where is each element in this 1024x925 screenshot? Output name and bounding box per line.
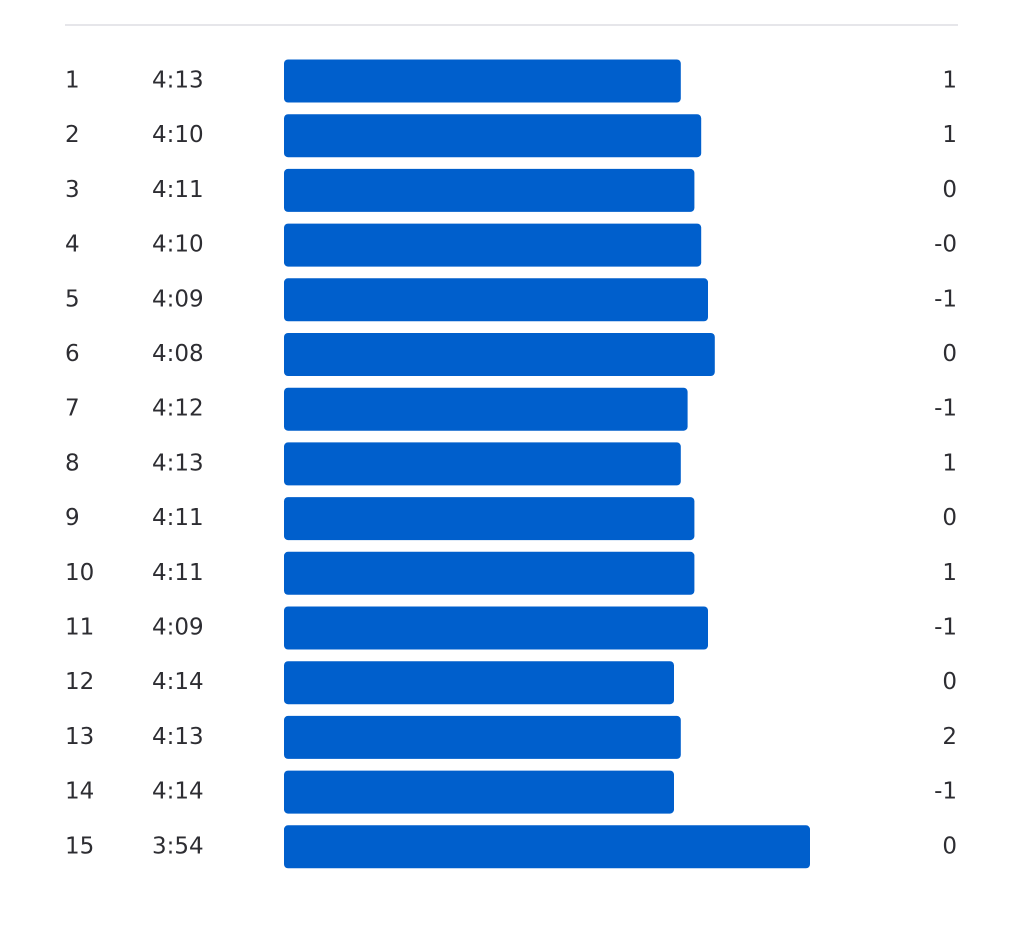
split-pace: 4:11 [152,177,204,203]
pace-bar [284,661,674,705]
split-number: 3 [65,177,80,203]
split-elevation: 0 [942,341,957,367]
pace-bar [284,114,702,158]
split-elevation: 1 [942,450,957,476]
split-number: 6 [65,341,80,367]
split-pace: 4:13 [152,68,204,94]
split-elevation: 0 [942,177,957,203]
split-pace: 4:11 [152,560,204,586]
split-elevation: -0 [934,232,957,258]
split-pace: 4:09 [152,615,204,641]
split-pace: 4:10 [152,232,204,258]
split-pace: 4:11 [152,505,204,531]
split-elevation: -1 [934,396,957,422]
pace-bar [284,825,810,869]
pace-bar [284,551,695,595]
split-pace: 4:08 [152,341,204,367]
split-pace: 4:13 [152,724,204,750]
split-pace: 4:13 [152,450,204,476]
pace-bar [284,770,674,814]
split-number: 12 [65,669,94,695]
pace-bar [284,333,715,376]
split-number: 14 [65,779,94,805]
pace-bar [284,606,708,650]
split-number: 1 [65,68,80,94]
split-elevation: 0 [942,505,957,531]
split-pace: 4:14 [152,779,204,805]
split-pace: 4:14 [152,669,204,695]
split-pace: 3:54 [152,833,204,859]
pace-bar [284,278,708,322]
split-elevation: 1 [942,68,957,94]
split-elevation: 2 [942,724,957,750]
split-number: 4 [65,232,80,258]
pace-bar [284,497,695,541]
split-elevation: 0 [942,833,957,859]
split-number: 10 [65,560,94,586]
pace-bar [284,59,681,103]
pace-bar [284,223,702,267]
split-elevation: -1 [934,779,957,805]
split-elevation: 1 [942,122,957,148]
split-number: 7 [65,396,80,422]
pace-bar [284,715,681,759]
split-pace: 4:09 [152,286,204,312]
split-number: 5 [65,286,80,312]
split-pace: 4:10 [152,122,204,148]
pace-bar [284,168,695,212]
split-elevation: 1 [942,560,957,586]
pace-bar [284,387,688,431]
split-elevation: 0 [942,669,957,695]
split-number: 15 [65,833,94,859]
split-number: 8 [65,450,80,476]
split-elevation: -1 [934,615,957,641]
split-number: 2 [65,122,80,148]
split-number: 9 [65,505,80,531]
split-elevation: -1 [934,286,957,312]
split-number: 11 [65,615,94,641]
split-pace: 4:12 [152,396,204,422]
pace-bar [284,442,681,486]
split-number: 13 [65,724,94,750]
